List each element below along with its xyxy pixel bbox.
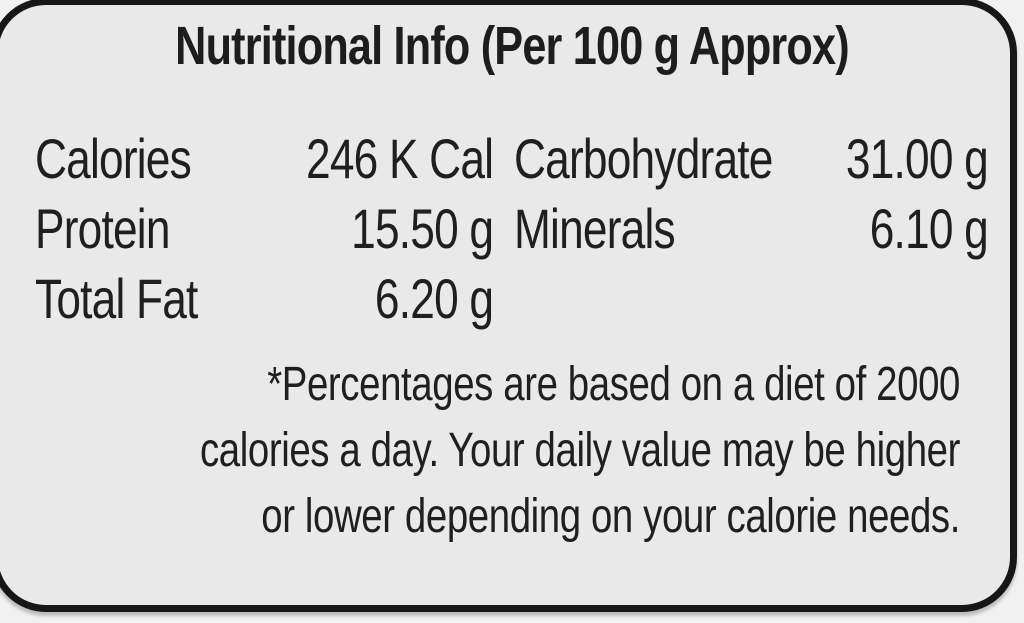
nutrient-row-carbohydrate: Carbohydrate 31.00 g <box>514 124 989 194</box>
nutrient-value: 15.50 g <box>351 197 494 260</box>
nutrient-name: Total Fat <box>35 267 198 330</box>
nutrient-row-total-fat: Total Fat 6.20 g <box>35 264 494 334</box>
nutrient-row-calories: Calories 246 K Cal <box>35 124 494 194</box>
nutrient-table-right: Carbohydrate 31.00 g Minerals 6.10 g <box>514 124 989 264</box>
footnote: *Percentages are based on a diet of 2000… <box>0 352 960 550</box>
footnote-line-1: *Percentages are based on a diet of 2000 <box>267 358 960 411</box>
nutrient-value: 6.20 g <box>374 267 494 330</box>
nutrient-name: Carbohydrate <box>514 127 773 190</box>
nutrient-table-left: Calories 246 K Cal Protein 15.50 g Total… <box>35 124 494 334</box>
label-border-panel <box>0 0 1017 612</box>
label-title: Nutritional Info (Per 100 g Approx) <box>175 16 849 76</box>
footnote-line-3: or lower depending on your calorie needs… <box>261 490 960 543</box>
nutrient-name: Calories <box>35 127 192 190</box>
nutrient-name: Protein <box>35 197 170 260</box>
nutrient-row-minerals: Minerals 6.10 g <box>514 194 989 264</box>
nutrient-value: 6.10 g <box>869 197 989 260</box>
footnote-line-2: calories a day. Your daily value may be … <box>199 424 961 477</box>
nutrient-row-protein: Protein 15.50 g <box>35 194 494 264</box>
nutrient-value: 31.00 g <box>845 127 989 190</box>
nutrient-name: Minerals <box>514 197 676 260</box>
nutrient-value: 246 K Cal <box>306 127 494 190</box>
